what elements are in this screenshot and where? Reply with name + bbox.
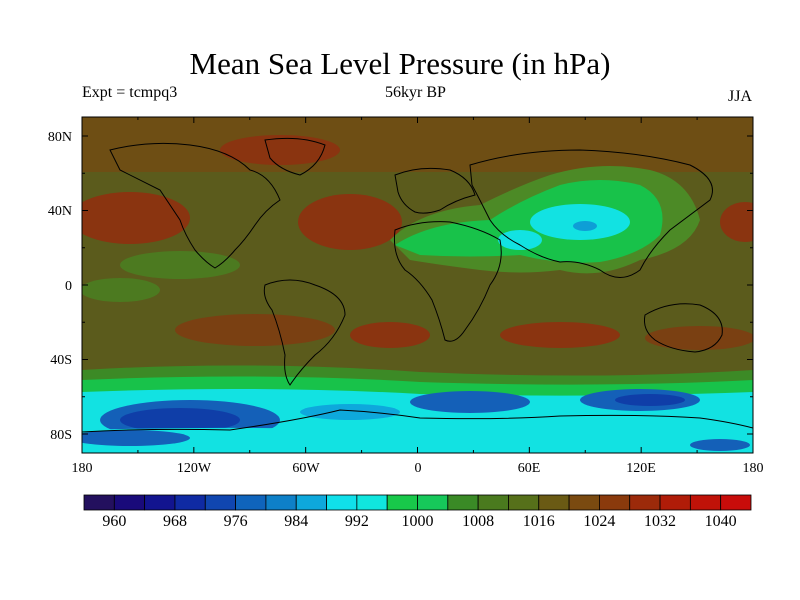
colorbar-box <box>144 494 176 511</box>
colorbar-label: 984 <box>284 513 309 530</box>
lon-tick-120w: 120W <box>176 461 212 476</box>
axis-ticks <box>81 117 754 453</box>
colorbar-label: 960 <box>102 513 127 530</box>
colorbar-box <box>295 494 327 511</box>
colorbar-box <box>265 494 297 511</box>
coastlines <box>109 137 723 386</box>
colorbar-box <box>326 494 358 511</box>
colorbar-box <box>689 494 722 511</box>
colorbar-label: 1032 <box>644 513 677 530</box>
lon-tick-180e: 180 <box>742 461 764 476</box>
pressure-field <box>82 117 753 453</box>
colorbar-box <box>599 494 631 511</box>
colorbar-box <box>204 494 236 511</box>
colorbar-box <box>386 494 418 511</box>
colorbar-label: 976 <box>223 513 248 530</box>
lon-tick-60e: 60E <box>517 461 541 476</box>
colorbar-box <box>659 494 691 511</box>
lat-tick-40n: 40N <box>47 204 72 219</box>
lon-tick-0: 0 <box>414 461 422 476</box>
lat-tick-80n: 80N <box>47 130 72 145</box>
colorbar-box <box>113 494 146 511</box>
colorbar-box <box>568 494 600 511</box>
lat-tick-40s: 40S <box>50 353 72 368</box>
colorbar-box <box>477 494 509 511</box>
colorbar-box <box>629 494 661 511</box>
colorbar-box <box>538 494 570 511</box>
colorbar-box <box>356 494 388 511</box>
colorbar-label: 1008 <box>462 513 495 530</box>
experiment-label: Expt = tcmpq3 <box>82 84 178 101</box>
map-title: Mean Sea Level Pressure (in hPa) <box>189 46 611 81</box>
lon-tick-60w: 60W <box>292 461 320 476</box>
colorbar-label: 968 <box>162 513 187 530</box>
colorbar-box <box>447 494 479 511</box>
colorbar-label: 1040 <box>704 513 737 530</box>
colorbar-box <box>83 494 115 511</box>
lon-tick-120e: 120E <box>626 461 656 476</box>
lon-tick-180w: 180 <box>71 461 93 476</box>
colorbar-label: 992 <box>344 513 369 530</box>
colorbar-label: 1024 <box>583 513 616 530</box>
colorbar-box <box>174 494 206 511</box>
colorbar <box>83 494 752 511</box>
colorbar-box <box>508 494 540 511</box>
colorbar-box <box>720 494 752 511</box>
lat-tick-0: 0 <box>65 279 72 294</box>
lat-tick-80s: 80S <box>50 428 72 443</box>
colorbar-box <box>417 494 449 511</box>
colorbar-label: 1000 <box>401 513 434 530</box>
colorbar-label: 1016 <box>522 513 555 530</box>
season-label: JJA <box>728 88 753 105</box>
period-label: 56kyr BP <box>385 84 446 101</box>
colorbar-box <box>235 494 267 511</box>
